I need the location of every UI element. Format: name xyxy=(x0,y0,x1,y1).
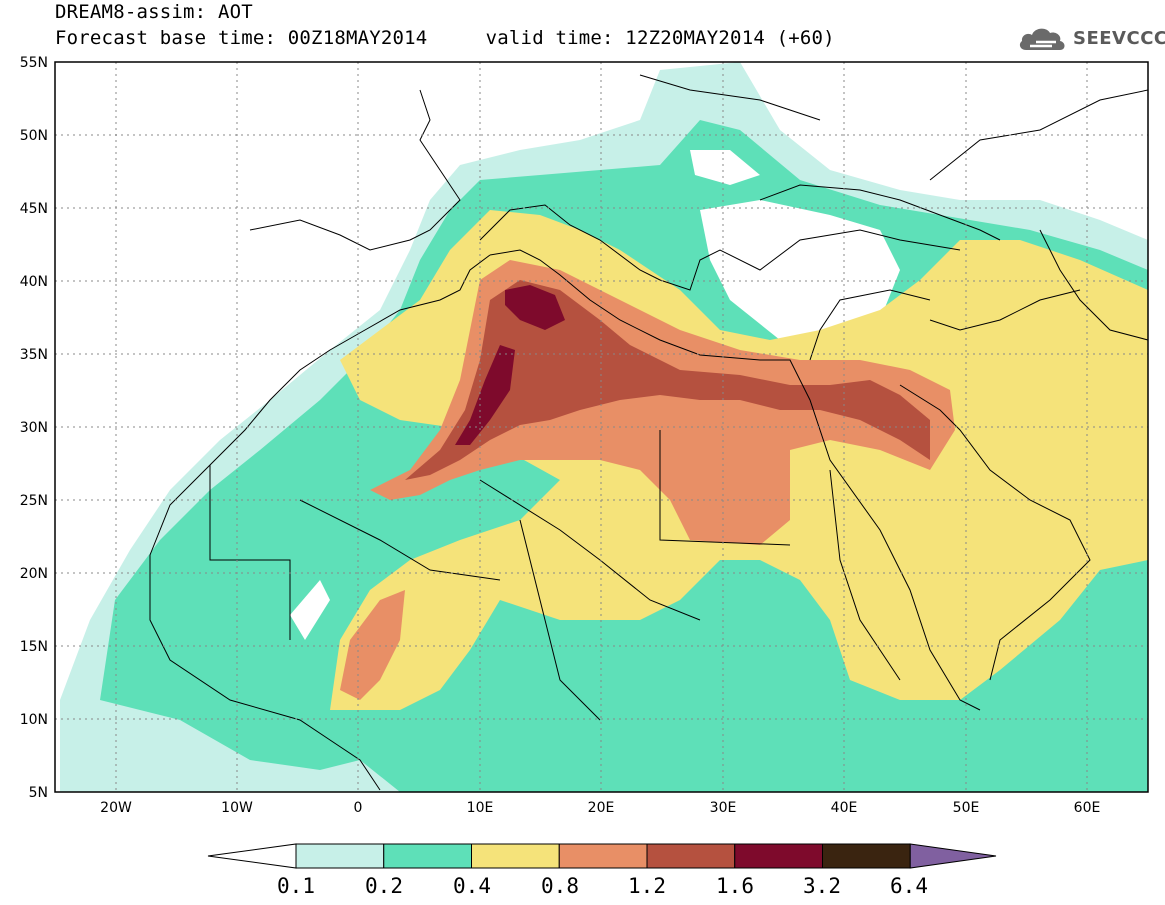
colorbar-swatch xyxy=(734,843,823,869)
colorbar-label: 1.6 xyxy=(716,874,754,898)
colorbar-label: 0.4 xyxy=(453,874,491,898)
cloud-icon xyxy=(1019,28,1065,50)
lon-tick: 20W xyxy=(100,800,132,816)
lon-tick: 20E xyxy=(588,800,615,816)
logo-text: SEEVCCC xyxy=(1073,28,1165,49)
aot-gap xyxy=(690,150,760,185)
colorbar-label: 0.8 xyxy=(541,874,579,898)
seevccc-logo: SEEVCCC xyxy=(1018,22,1165,56)
colorbar-labels: 0.1 0.2 0.4 0.8 1.2 1.6 3.2 6.4 xyxy=(277,874,928,898)
colorbar-label: 0.1 xyxy=(277,874,315,898)
aot-gap xyxy=(700,200,900,340)
colorbar-arrow-high xyxy=(909,843,997,869)
coastlines xyxy=(149,74,1148,791)
lon-tick: 30E xyxy=(710,800,737,816)
lat-tick: 25N xyxy=(20,493,48,509)
lat-tick: 35N xyxy=(20,347,48,363)
aot-band-1.6 xyxy=(505,285,565,330)
lat-axis: 55N 50N 45N 40N 35N 30N 25N 20N 15N 10N … xyxy=(20,55,48,801)
aot-field xyxy=(60,62,1148,792)
lon-tick: 0 xyxy=(354,800,363,816)
colorbar-swatch xyxy=(822,843,911,869)
lat-tick: 5N xyxy=(29,785,48,801)
lon-tick: 10E xyxy=(467,800,494,816)
graticule xyxy=(55,62,1148,792)
colorbar-swatch xyxy=(383,843,472,869)
forecast-time-line: Forecast base time: 00Z18MAY2014 valid t… xyxy=(55,27,835,49)
lon-tick: 10W xyxy=(221,800,253,816)
aot-gap xyxy=(290,580,330,640)
lon-tick: 40E xyxy=(831,800,858,816)
lat-tick: 20N xyxy=(20,566,48,582)
lat-tick: 10N xyxy=(20,712,48,728)
colorbar-label: 1.2 xyxy=(628,874,666,898)
colorbar-swatch xyxy=(471,843,560,869)
lat-tick: 50N xyxy=(20,128,48,144)
lat-tick: 40N xyxy=(20,274,48,290)
lat-tick: 15N xyxy=(20,639,48,655)
lat-tick: 30N xyxy=(20,420,48,436)
aot-band-1.2 xyxy=(405,280,930,480)
colorbar-swatches xyxy=(207,843,997,869)
colorbar-swatch xyxy=(558,843,648,869)
lat-tick: 55N xyxy=(20,55,48,71)
aot-band-1.6 xyxy=(455,345,515,445)
colorbar-label: 3.2 xyxy=(803,874,841,898)
lon-tick: 50E xyxy=(953,800,980,816)
colorbar-label: 6.4 xyxy=(890,874,928,898)
colorbar-swatch xyxy=(646,843,736,869)
colorbar-label: 0.2 xyxy=(365,874,403,898)
colorbar-swatch xyxy=(295,843,385,869)
lon-tick: 60E xyxy=(1074,800,1101,816)
figure-title: DREAM8-assim: AOT xyxy=(55,1,253,23)
colorbar-arrow-low xyxy=(207,843,297,869)
lon-axis: 20W 10W 0 10E 20E 30E 40E 50E 60E xyxy=(100,800,1100,816)
aot-band-0.8 xyxy=(340,590,405,700)
map-frame xyxy=(54,61,1149,793)
lat-tick: 45N xyxy=(20,201,48,217)
